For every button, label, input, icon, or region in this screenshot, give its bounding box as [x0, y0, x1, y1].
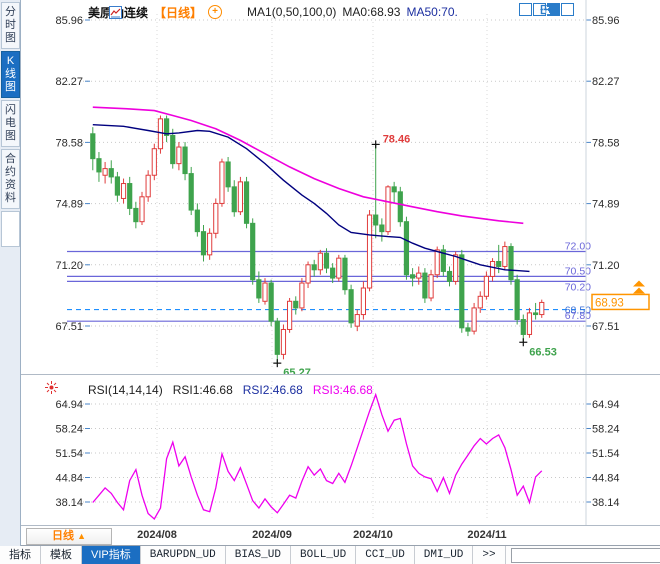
bottom-tabbar: 指标 模板 VIP指标 BARUPDN_UD BIAS_UD BOLL_UD CCI_UD D…: [0, 545, 660, 564]
rsi2-value: RSI2:46.68: [242, 383, 303, 397]
svg-text:71.20: 71.20: [55, 260, 83, 272]
svg-text:67.51: 67.51: [55, 321, 83, 333]
svg-text:82.27: 82.27: [55, 76, 83, 88]
svg-text:78.46: 78.46: [383, 133, 411, 145]
month-label: 2024/09: [252, 529, 292, 541]
bottom-tab-template[interactable]: 模板: [41, 546, 82, 564]
svg-text:67.80: 67.80: [565, 310, 591, 322]
sidebar-tab-contract-info[interactable]: 合约资料: [1, 149, 20, 209]
svg-text:74.89: 74.89: [592, 199, 620, 211]
triangle-up-icon: ▲: [77, 531, 86, 541]
ma50-value: MA50:70.: [406, 5, 458, 19]
svg-text:85.96: 85.96: [592, 15, 620, 27]
indicator-settings-icon[interactable]: [23, 380, 58, 395]
bottom-tab-vip-indicator[interactable]: VIP指标: [82, 546, 141, 564]
svg-text:66.53: 66.53: [529, 346, 557, 358]
candles-layer: [90, 115, 545, 364]
month-label: 2024/11: [467, 529, 507, 541]
svg-text:64.94: 64.94: [55, 399, 83, 411]
bottom-tab-more[interactable]: >>: [473, 546, 506, 564]
bottom-tab-dmi[interactable]: DMI_UD: [415, 546, 474, 564]
month-label: 2024/10: [353, 529, 393, 541]
bottom-right-empty-box[interactable]: [510, 547, 660, 563]
svg-text:67.51: 67.51: [592, 321, 620, 333]
svg-text:68.50: 68.50: [565, 305, 591, 317]
current-price-box: 68.93: [591, 280, 650, 311]
svg-text:44.84: 44.84: [55, 473, 83, 485]
bottom-tab-indicator[interactable]: 指标: [0, 546, 41, 564]
add-indicator-icon[interactable]: +: [208, 5, 223, 19]
rsi-chart[interactable]: 64.94 64.94 58.24 58.24 51.54 51.54 44.84 44.84…: [21, 375, 660, 527]
svg-text:71.20: 71.20: [592, 260, 620, 272]
svg-text:44.84: 44.84: [592, 473, 620, 485]
ma-settings-label: MA1(0,50,100,0): [247, 5, 337, 19]
sidebar-tab-kline[interactable]: K线图: [1, 51, 20, 98]
svg-text:72.00: 72.00: [565, 241, 591, 253]
bottom-tab-boll[interactable]: BOLL_UD: [291, 546, 357, 564]
svg-text:70.20: 70.20: [565, 281, 591, 293]
ma100-line: [92, 106, 524, 225]
svg-text:70.50: 70.50: [565, 265, 591, 277]
period-selector-button[interactable]: 日线 ▲: [26, 528, 112, 545]
bottom-tab-bias[interactable]: BIAS_UD: [226, 546, 291, 564]
sidebar: 分时图 K线图闪电图合约资料: [0, 0, 21, 546]
svg-text:78.58: 78.58: [592, 137, 620, 149]
rsi-settings-label: RSI(14,14,14): [88, 383, 163, 397]
rsi3-line: [92, 392, 543, 521]
kline-mini-icon: [109, 5, 241, 19]
crosshair-icon[interactable]: [519, 3, 551, 16]
svg-text:38.14: 38.14: [592, 497, 620, 509]
svg-text:51.54: 51.54: [592, 448, 620, 460]
rsi1-value: RSI1:46.68: [172, 383, 233, 397]
chart-header: 美原油连续【日线】 + MA1(0,50,100,0) MA0:68.93 MA…: [88, 3, 458, 21]
ma0-value: MA0:68.93: [342, 5, 401, 19]
main-chart[interactable]: 85.96 85.96 82.27 82.27 78.58 78.58 74.89 74.89…: [21, 0, 660, 375]
sidebar-tab-flash-chart[interactable]: 闪电图: [1, 100, 20, 147]
exit-icon[interactable]: [540, 3, 574, 16]
svg-text:74.89: 74.89: [55, 199, 83, 211]
svg-text:85.96: 85.96: [55, 15, 83, 27]
month-label: 2024/08: [137, 529, 177, 541]
period-tag: 【日线】: [154, 5, 203, 20]
sidebar-tab-time-chart[interactable]: 分时图: [1, 2, 20, 49]
bottom-tabs: 指标 模板 VIP指标 BARUPDN_UD BIAS_UD BOLL_UD CCI_UD D…: [0, 546, 506, 564]
rsi3-value: RSI3:46.68: [312, 383, 373, 397]
rsi-header: RSI(14,14,14) RSI1:46.68 RSI2:46.68 RSI3…: [88, 383, 373, 397]
sidebar-empty-box: [1, 211, 20, 247]
svg-text:58.24: 58.24: [55, 424, 83, 436]
svg-text:51.54: 51.54: [55, 448, 83, 460]
svg-text:64.94: 64.94: [592, 399, 620, 411]
svg-text:38.14: 38.14: [55, 497, 83, 509]
svg-text:68.93: 68.93: [595, 297, 624, 309]
sidebar-tabs: 分时图 K线图闪电图合约资料: [0, 2, 20, 209]
ma50-line: [92, 124, 530, 273]
svg-text:58.24: 58.24: [592, 424, 620, 436]
svg-text:78.58: 78.58: [55, 137, 83, 149]
chart-toolbar: [519, 3, 574, 16]
svg-text:65.27: 65.27: [283, 367, 311, 375]
xaxis-row: 日线 ▲ 2024/08 2024/09 2024/10 2024/11: [0, 527, 660, 545]
bottom-tab-cci[interactable]: CCI_UD: [356, 546, 415, 564]
svg-text:82.27: 82.27: [592, 76, 620, 88]
bottom-tab-barupdn[interactable]: BARUPDN_UD: [141, 546, 226, 564]
